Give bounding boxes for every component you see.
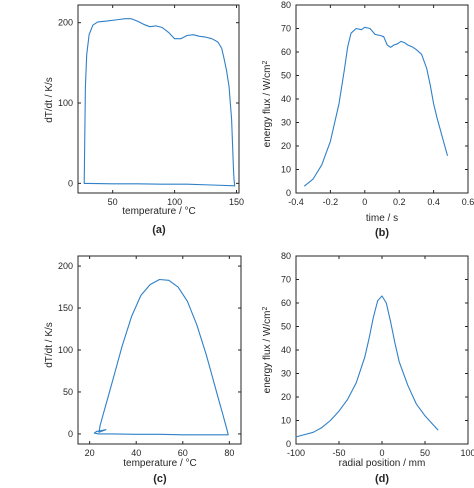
xlabel-c: temperature / °C bbox=[123, 458, 196, 469]
ylabel-d: energy flux / W/cm2 bbox=[262, 307, 274, 394]
ylabel-c: dT/dt / K/s bbox=[44, 322, 55, 368]
panel-label-c: (c) bbox=[153, 473, 167, 485]
y-tick-label-c: 100 bbox=[58, 345, 73, 355]
x-tick-label-b: 0.2 bbox=[393, 197, 406, 207]
panel-label-b: (b) bbox=[375, 227, 389, 239]
y-tick-label-b: 10 bbox=[281, 165, 291, 175]
y-tick-label-d: 20 bbox=[281, 392, 291, 402]
y-tick-label-c: 0 bbox=[68, 429, 73, 439]
x-tick-label-c: 20 bbox=[85, 448, 95, 458]
panel-c: temperature / °C dT/dt / K/s (c) 20 40 60 8… bbox=[44, 255, 242, 485]
ylabel-d-text: energy flux / W/cm bbox=[262, 311, 273, 394]
series-line-c bbox=[93, 278, 229, 436]
x-tick-label-b: 0.6 bbox=[462, 197, 474, 207]
x-tick-label-a: 100 bbox=[167, 197, 182, 207]
y-tick-label-a: 200 bbox=[58, 18, 73, 28]
series-line-b bbox=[304, 26, 448, 187]
x-tick-label-b: 0.4 bbox=[427, 197, 440, 207]
y-tick-label-a: 0 bbox=[68, 178, 73, 188]
xlabel-b: time / s bbox=[366, 213, 398, 224]
y-tick-label-b: 70 bbox=[281, 24, 291, 34]
x-tick-label-a: 50 bbox=[108, 197, 118, 207]
y-tick-label-c: 200 bbox=[58, 261, 73, 271]
x-tick-label-d: 0 bbox=[379, 448, 384, 458]
y-tick-label-b: 50 bbox=[281, 71, 291, 81]
y-tick-label-d: 40 bbox=[281, 345, 291, 355]
x-tick-label-b: -0.2 bbox=[323, 197, 339, 207]
y-tick-label-b: 30 bbox=[281, 118, 291, 128]
y-tick-label-d: 60 bbox=[281, 298, 291, 308]
ylabel-b: energy flux / W/cm2 bbox=[262, 61, 274, 148]
ylabel-b-superscript: 2 bbox=[262, 61, 269, 65]
y-tick-label-b: 40 bbox=[281, 94, 291, 104]
y-tick-label-d: 80 bbox=[281, 251, 291, 261]
y-tick-label-d: 70 bbox=[281, 275, 291, 285]
x-tick-label-b: -0.4 bbox=[288, 197, 304, 207]
y-tick-label-c: 50 bbox=[63, 387, 73, 397]
y-tick-label-b: 80 bbox=[281, 0, 291, 10]
x-tick-label-c: 40 bbox=[131, 448, 141, 458]
xlabel-a: temperature / °C bbox=[122, 206, 195, 217]
x-tick-label-a: 150 bbox=[229, 197, 244, 207]
y-tick-label-b: 60 bbox=[281, 47, 291, 57]
series-line-d bbox=[295, 295, 439, 438]
y-tick-label-b: 20 bbox=[281, 141, 291, 151]
xlabel-d: radial position / mm bbox=[339, 458, 426, 469]
y-tick-label-d: 30 bbox=[281, 369, 291, 379]
x-tick-label-d: 50 bbox=[420, 448, 430, 458]
x-tick-label-d: 100 bbox=[460, 448, 474, 458]
y-tick-label-b: 0 bbox=[286, 188, 291, 198]
panel-label-d: (d) bbox=[375, 473, 389, 485]
y-tick-label-a: 100 bbox=[58, 98, 73, 108]
y-tick-label-d: 10 bbox=[281, 416, 291, 426]
y-tick-label-c: 150 bbox=[58, 303, 73, 313]
panel-b: time / s energy flux / W/cm2 (b) -0.4 -0.… bbox=[262, 0, 474, 239]
x-tick-label-c: 60 bbox=[178, 448, 188, 458]
series-line-a bbox=[83, 18, 236, 187]
panel-label-a: (a) bbox=[152, 224, 166, 236]
ylabel-d-superscript: 2 bbox=[262, 307, 269, 311]
plot-frame-a bbox=[77, 4, 240, 194]
panel-d: radial position / mm energy flux / W/cm2… bbox=[262, 251, 474, 485]
panel-a: temperature / °C dT/dt / K/s (a) 50 100 15… bbox=[44, 4, 244, 236]
ylabel-b-text: energy flux / W/cm bbox=[262, 65, 273, 148]
ylabel-a: dT/dt / K/s bbox=[44, 77, 55, 123]
x-tick-label-d: -50 bbox=[332, 448, 345, 458]
y-tick-label-d: 50 bbox=[281, 322, 291, 332]
x-tick-label-c: 80 bbox=[224, 448, 234, 458]
y-tick-label-d: 0 bbox=[286, 439, 291, 449]
x-tick-label-d: -100 bbox=[287, 448, 305, 458]
x-tick-label-b: 0 bbox=[362, 197, 367, 207]
